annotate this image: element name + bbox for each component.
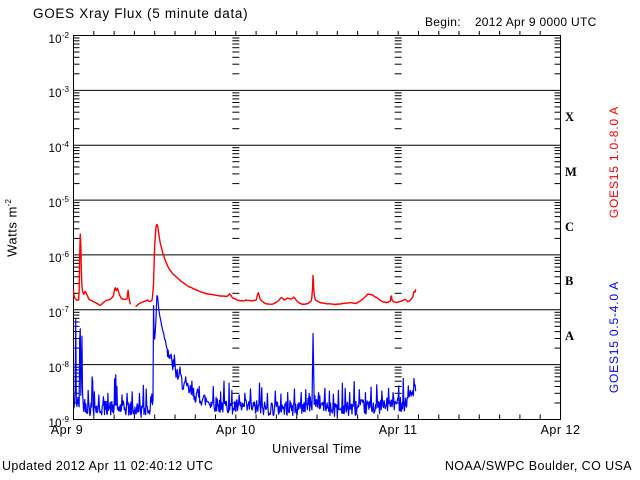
flare-class-label: A (565, 329, 575, 344)
y-axis-title: Watts m-2 (4, 199, 20, 257)
y-tick-label: 10-2 (48, 30, 69, 46)
flux-line-short-band (72, 295, 417, 418)
begin-time-line: Begin: 2012 Apr 9 0000 UTC (425, 15, 597, 29)
begin-value: 2012 Apr 9 0000 UTC (474, 15, 597, 29)
flux-line-long-band (72, 223, 417, 308)
x-tick-label: Apr 11 (378, 423, 418, 437)
begin-label: Begin: (425, 15, 461, 29)
y-tick-label: 10-3 (48, 85, 69, 101)
y-tick-label: 10-5 (48, 195, 69, 210)
y-tick-label: 10-4 (48, 140, 69, 156)
flare-class-label: M (565, 164, 577, 179)
plot-frame (73, 35, 561, 420)
flare-class-label: B (565, 274, 574, 289)
x-axis-title: Universal Time (272, 442, 362, 456)
flare-class-label: X (565, 109, 575, 124)
y-tick-label: 10-8 (48, 359, 69, 375)
x-tick-label: Apr 12 (540, 423, 581, 437)
x-tick-label: Apr 9 (50, 423, 84, 437)
chart-title: GOES Xray Flux (5 minute data) (33, 6, 249, 21)
flare-class-label: C (565, 219, 575, 234)
data-source-credit: NOAA/SWPC Boulder, CO USA (444, 459, 632, 473)
series-legend-short-band: GOES15 0.5-4.0 A (607, 280, 621, 394)
series-legend-long-band: GOES15 1.0-8.0 A (607, 105, 621, 219)
x-tick-label: Apr 10 (215, 423, 256, 437)
y-tick-label: 10-9 (48, 414, 69, 430)
y-tick-label: 10-6 (48, 249, 69, 265)
y-tick-label: 10-7 (48, 304, 69, 320)
updated-timestamp: Updated 2012 Apr 11 02:40:12 UTC (2, 459, 214, 473)
